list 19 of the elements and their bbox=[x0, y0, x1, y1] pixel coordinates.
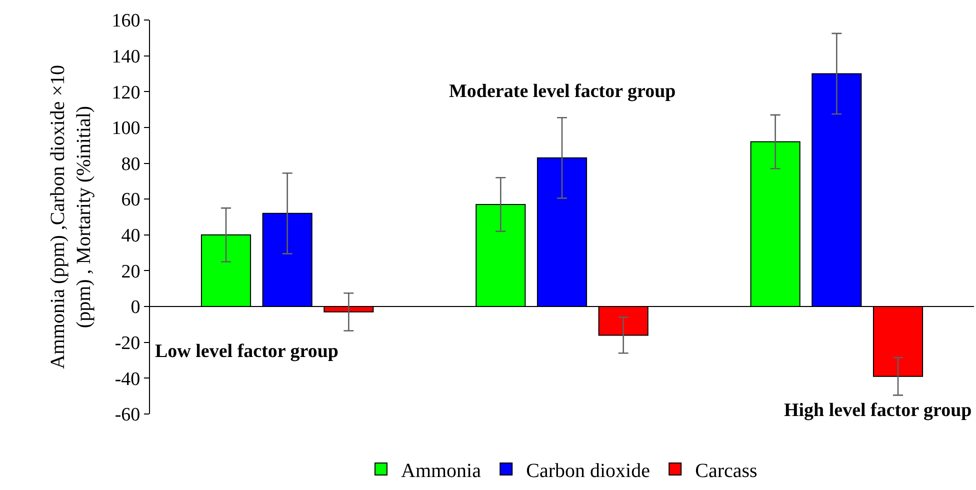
y-tick-label: 100 bbox=[112, 118, 140, 140]
y-tick-label: 60 bbox=[121, 190, 140, 211]
y-tick-label: 20 bbox=[121, 261, 140, 282]
annotation: High level factor group bbox=[784, 400, 972, 421]
y-axis-title: Ammonia (ppm) ,Carbon dioxide ×10 (ppm) , Mortarity (%initial) bbox=[47, 64, 96, 370]
y-tick-label: 80 bbox=[121, 154, 140, 175]
y-tick-label: -60 bbox=[114, 404, 140, 426]
y-tick-label: -20 bbox=[114, 333, 140, 354]
y-tick-label: 140 bbox=[112, 46, 140, 68]
annotation: Moderate level factor group bbox=[449, 81, 676, 102]
y-tick-label: 160 bbox=[112, 10, 140, 32]
legend-label: Ammonia bbox=[401, 460, 482, 482]
y-tick-label: 120 bbox=[112, 82, 140, 104]
y-tick-label: 40 bbox=[121, 226, 140, 247]
y-tick-label: 0 bbox=[130, 297, 140, 318]
legend-label: Carcass bbox=[695, 460, 758, 482]
y-tick-label: -40 bbox=[114, 368, 140, 390]
legend-label: Carbon dioxide bbox=[526, 460, 650, 482]
annotation: Low level factor group bbox=[155, 341, 338, 362]
